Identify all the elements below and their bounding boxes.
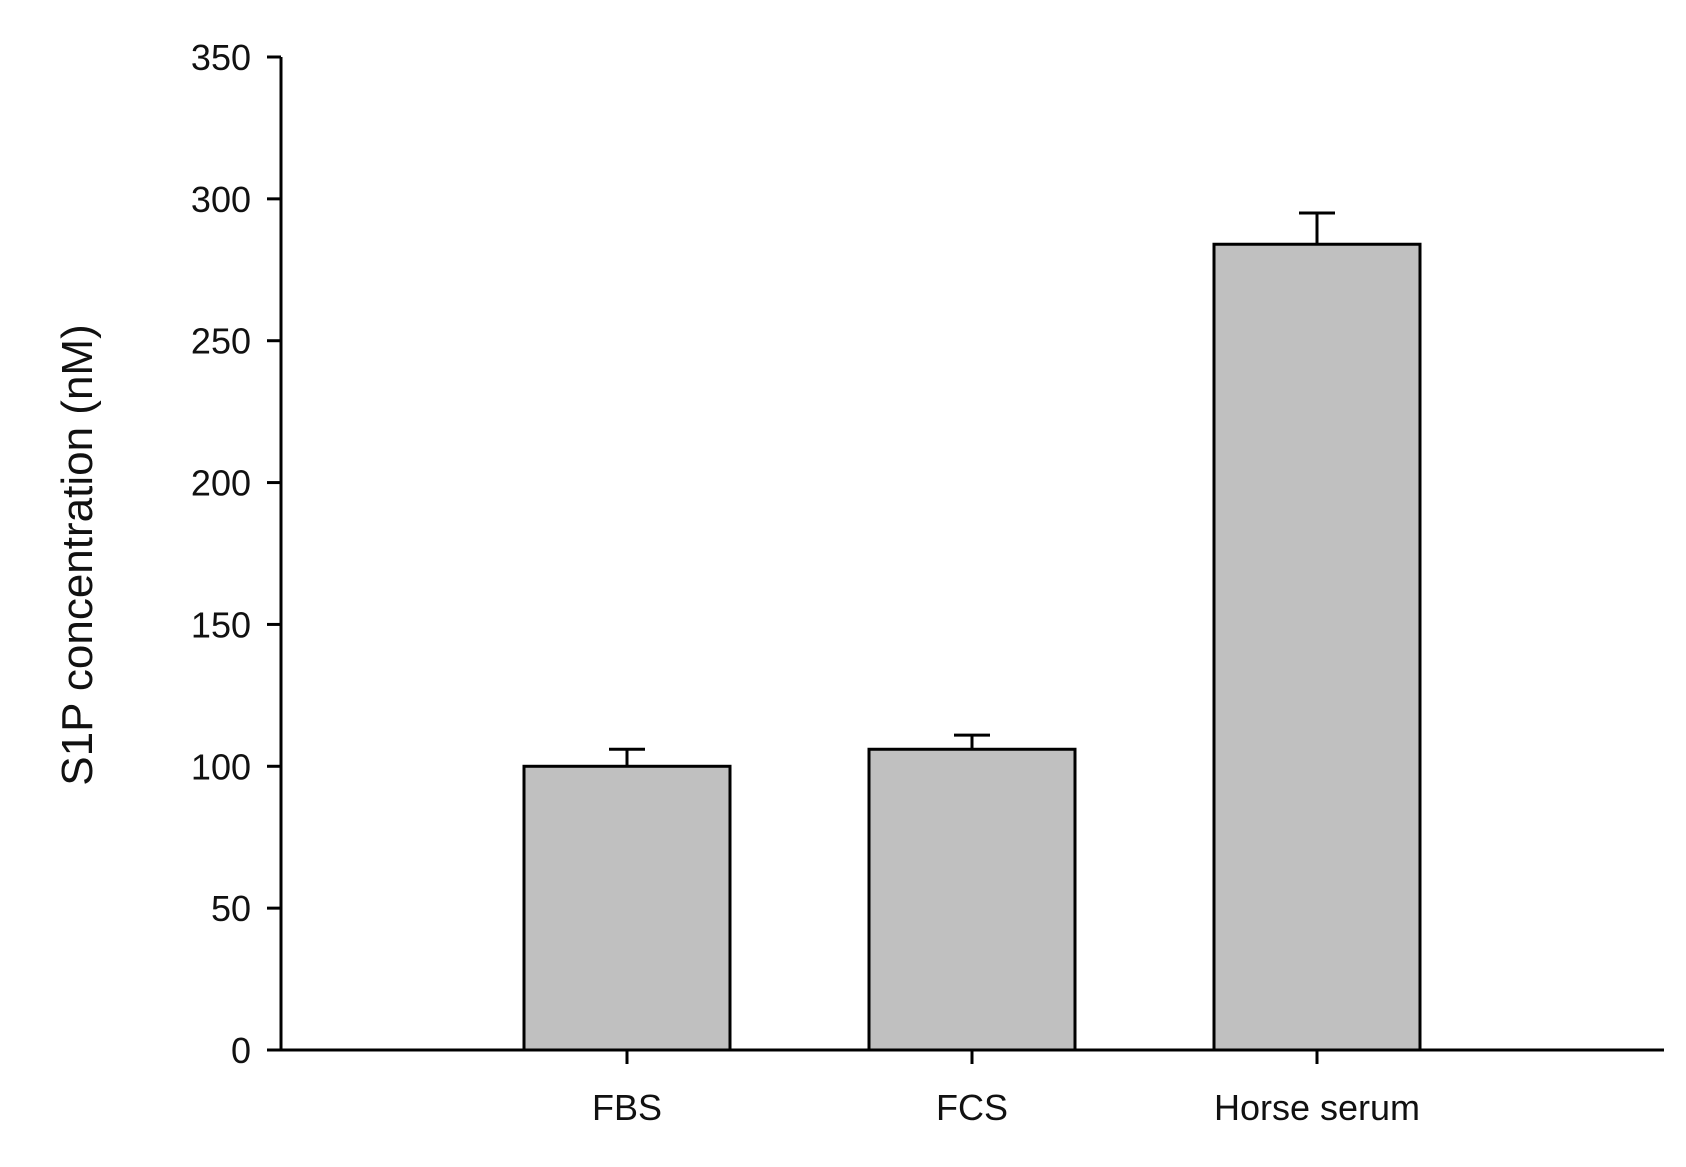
- y-ticks-layer: 0 50 100 150 200 250 300 350: [191, 37, 281, 1071]
- y-tick-label: 300: [191, 179, 251, 220]
- x-tick-label: Horse serum: [1214, 1087, 1420, 1128]
- y-tick-label: 250: [191, 321, 251, 362]
- bar-horse-serum: [1212, 242, 1422, 1052]
- x-ticks-layer: FBS FCS Horse serum: [592, 1050, 1420, 1128]
- y-axis-label: S1P concentration (nM): [53, 324, 102, 785]
- y-tick-label: 50: [211, 888, 251, 929]
- error-bar-fcs: [954, 733, 990, 750]
- x-tick-label: FCS: [936, 1087, 1008, 1128]
- bar-fcs: [867, 747, 1077, 1052]
- y-tick-label: 350: [191, 37, 251, 78]
- y-axis-label-group: S1P concentration (nM): [53, 324, 102, 785]
- bar-fbs: [522, 764, 732, 1052]
- y-tick-label: 0: [231, 1030, 251, 1071]
- y-tick-label: 200: [191, 463, 251, 504]
- y-tick-label: 150: [191, 604, 251, 645]
- y-tick-label: 100: [191, 746, 251, 787]
- x-tick-label: FBS: [592, 1087, 662, 1128]
- error-bar-fbs: [609, 747, 645, 767]
- bars-layer: [522, 242, 1422, 1052]
- error-bar-horse-serum: [1299, 211, 1335, 245]
- error-bars-layer: [609, 211, 1335, 767]
